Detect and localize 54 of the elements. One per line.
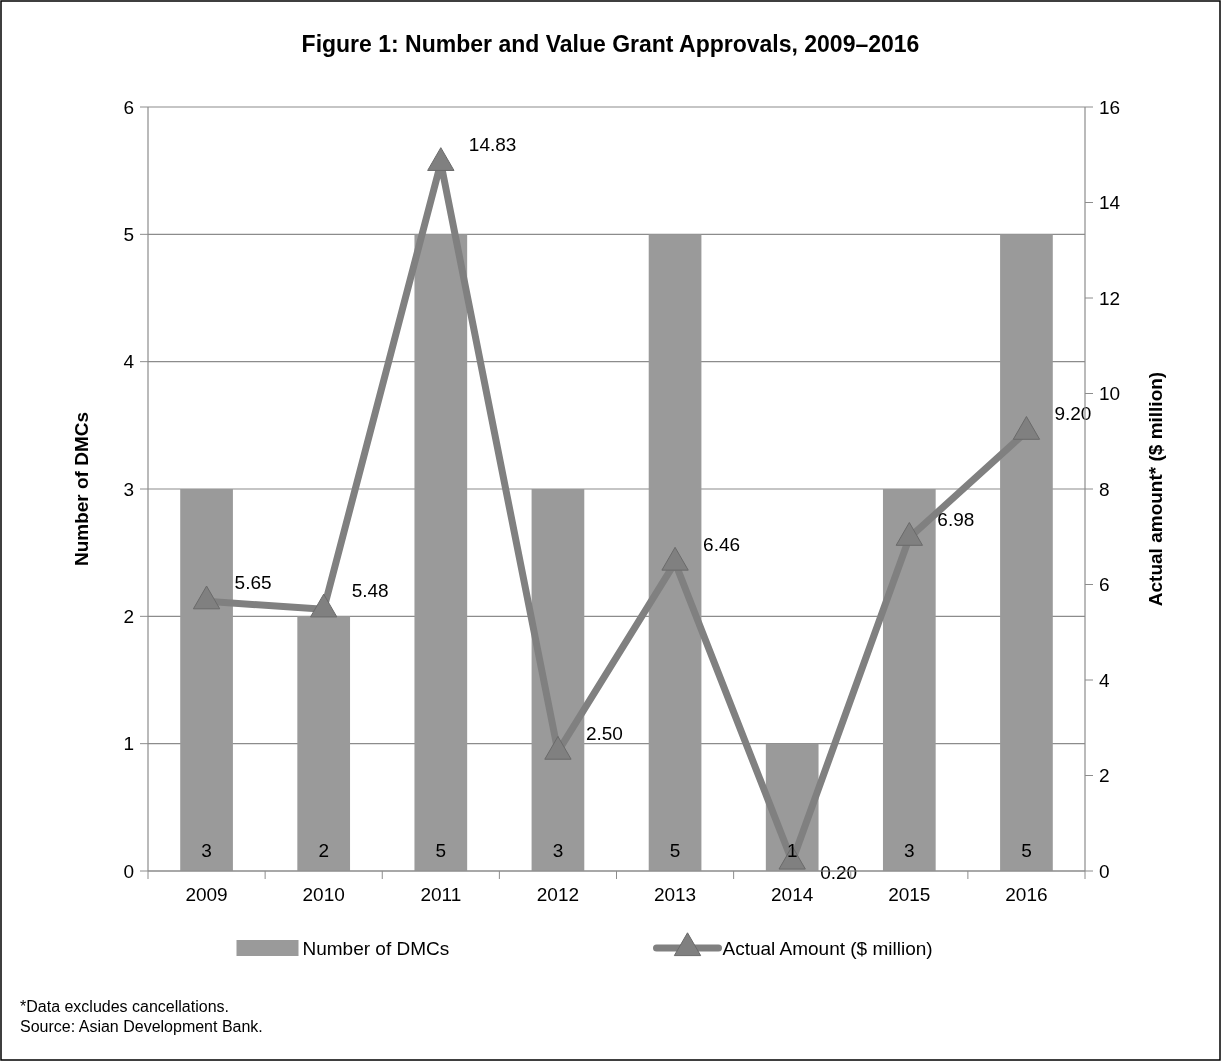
bar [648, 234, 702, 871]
data-label: 3 [201, 840, 212, 861]
y2-axis-title: Actual amount* ($ million) [1145, 371, 1166, 607]
text: *Data excludes cancellations. [20, 998, 230, 1015]
y-tick-label: 6 [123, 96, 134, 118]
data-label: 14.83 [468, 133, 517, 155]
data-label: 5.65 [234, 572, 272, 594]
x-tick-label: 2014 [771, 884, 814, 905]
y-tick-label: 0 [123, 860, 134, 882]
y2-tick-label: 6 [1099, 574, 1110, 596]
x-tick-label: 2009 [185, 884, 228, 905]
bar [1000, 234, 1053, 871]
bar [180, 489, 233, 871]
data-label: 2.50 [585, 722, 623, 744]
data-label: 9.20 [1054, 402, 1092, 424]
y-tick-label: 2 [123, 605, 134, 627]
bar [882, 489, 936, 871]
y2-tick-label: 16 [1099, 96, 1121, 118]
chart-title: Figure 1: Number and Value Grant Approvals, 2009–2016 [301, 31, 920, 57]
x-tick-label: 2011 [420, 884, 462, 905]
y-tick-label: 1 [123, 733, 134, 755]
legend-label: Number of DMCs [302, 937, 450, 959]
y2-tick-label: 0 [1099, 860, 1110, 882]
y2-tick-label: 4 [1099, 669, 1110, 691]
data-label: 6.98 [937, 508, 975, 530]
x-tick-label: 2015 [888, 884, 931, 905]
bar [531, 489, 585, 871]
bar [414, 234, 468, 871]
legend-label: Actual Amount ($ million) [722, 937, 933, 959]
x-tick-label: 2012 [536, 884, 580, 905]
y-tick-label: 4 [123, 351, 135, 373]
data-label: 5 [435, 840, 447, 861]
y-axis-title: Number of DMCs [71, 411, 92, 567]
data-label: 3 [904, 840, 915, 861]
x-tick-label: 2013 [653, 884, 697, 905]
data-label: 6.46 [703, 533, 741, 555]
y2-tick-label: 14 [1099, 192, 1121, 214]
y2-tick-label: 10 [1099, 383, 1121, 405]
data-label: 2 [318, 840, 329, 861]
bar [297, 616, 351, 871]
data-label: 3 [552, 840, 564, 861]
data-label: 5.48 [351, 580, 389, 602]
data-label: 5 [1021, 840, 1032, 861]
y-tick-label: 5 [123, 223, 134, 245]
data-label: 5 [669, 840, 681, 861]
x-tick-label: 2010 [302, 884, 345, 905]
source-note: Source: Asian Development Bank. [20, 1018, 263, 1035]
y-tick-label: 3 [123, 478, 134, 500]
data-label: 0.20 [820, 862, 858, 884]
y2-tick-label: 12 [1099, 287, 1121, 309]
x-tick-label: 2016 [1005, 884, 1048, 905]
y2-tick-label: 8 [1099, 478, 1110, 500]
y2-tick-label: 2 [1099, 765, 1110, 787]
data-label: 1 [786, 840, 798, 861]
